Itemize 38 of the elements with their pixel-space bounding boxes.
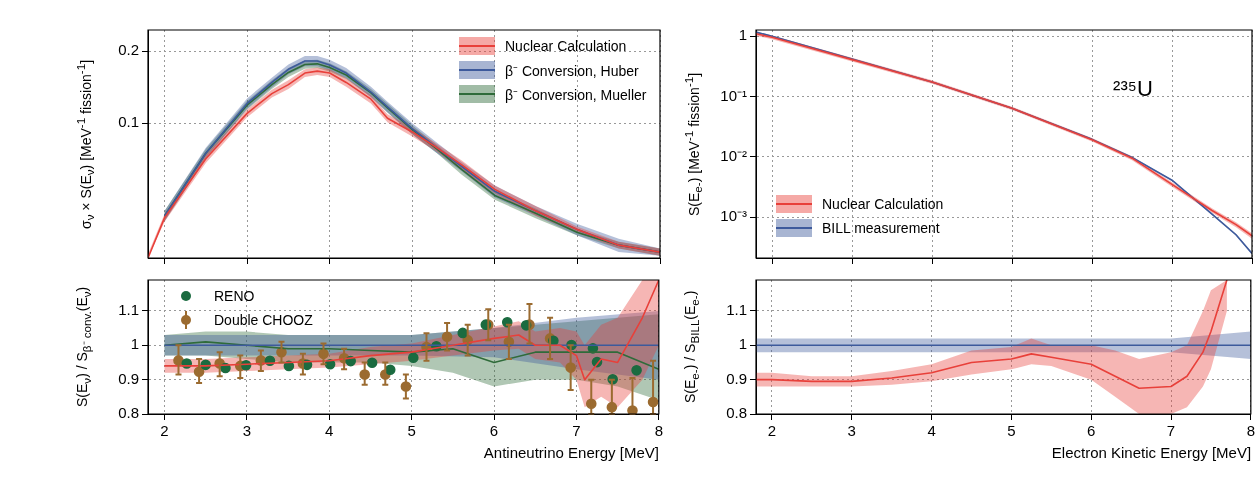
y-tick-label: 0.9 — [118, 369, 139, 387]
x-tick-label: 8 — [1246, 422, 1255, 440]
x-tick-label: 2 — [767, 422, 777, 440]
y-tick-label: 10⁻¹ — [720, 86, 747, 104]
legend-label: Double CHOOZ — [214, 312, 313, 328]
y-tick-label: 1.1 — [726, 301, 747, 319]
y-tick-label: 1.1 — [118, 301, 139, 319]
annotation: ²³⁵U — [1113, 75, 1153, 102]
legend-label: β⁻ Conversion, Huber — [505, 61, 639, 80]
legend-label: β⁻ Conversion, Mueller — [505, 85, 647, 104]
x-tick-label: 6 — [1087, 422, 1096, 440]
x-tick-label: 3 — [242, 422, 252, 440]
y-tick-label: 1 — [738, 26, 747, 44]
x-tick-label: 7 — [1166, 422, 1176, 440]
x-axis-title: Electron Kinetic Energy [MeV] — [1051, 444, 1252, 461]
y-tick-label: 1 — [738, 335, 747, 353]
x-tick-label: 5 — [407, 422, 416, 440]
x-tick-label: 4 — [325, 422, 334, 440]
x-tick-label: 8 — [654, 422, 663, 440]
legend-label: BILL measurement — [822, 220, 940, 236]
y-tick-label: 0.9 — [726, 369, 747, 387]
legend-label: Nuclear Calculation — [505, 38, 627, 54]
x-axis-title: Antineutrino Energy [MeV] — [483, 444, 659, 461]
x-tick-label: 7 — [572, 422, 581, 440]
y-tick-label: 0.8 — [726, 404, 747, 422]
y-tick-label: 10⁻² — [720, 146, 747, 164]
y-tick-label: 0.2 — [118, 41, 139, 59]
y-tick-label: 10⁻³ — [720, 207, 747, 225]
y-tick-label: 1 — [130, 335, 139, 353]
legend-label: Nuclear Calculation — [822, 196, 944, 212]
legend-label: RENO — [214, 288, 255, 304]
x-tick-label: 2 — [160, 422, 169, 440]
x-tick-label: 3 — [847, 422, 856, 440]
x-tick-label: 5 — [1007, 422, 1016, 440]
x-tick-label: 6 — [489, 422, 499, 440]
y-tick-label: 0.1 — [118, 113, 139, 131]
x-tick-label: 4 — [927, 422, 936, 440]
y-tick-label: 0.8 — [118, 404, 139, 422]
